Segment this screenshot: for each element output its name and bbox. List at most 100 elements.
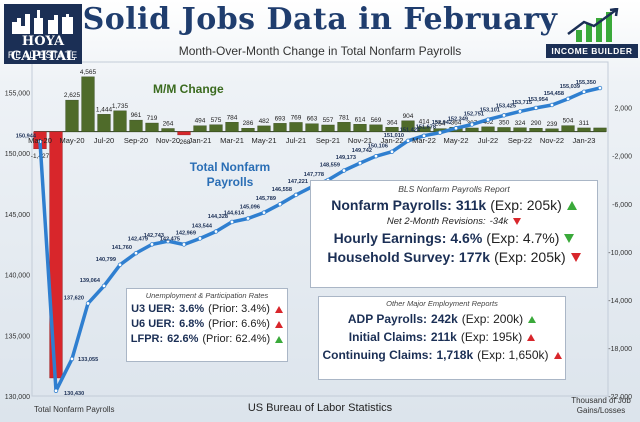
left-tick-label: 145,000 <box>5 212 30 219</box>
right-tick-label: -18,000 <box>608 346 632 353</box>
total-nonfarm-point <box>229 219 235 225</box>
mm-change-bar <box>241 128 255 132</box>
line-data-label: 153,954 <box>528 97 549 103</box>
line-data-label: 151,678 <box>416 125 436 131</box>
bar-data-label: 264 <box>163 121 174 128</box>
mm-change-bar <box>337 122 351 132</box>
up-arrow-icon <box>527 333 536 341</box>
x-tick-label: Nov-20 <box>156 136 180 145</box>
chart-subtitle: Month-Over-Month Change in Total Nonfarm… <box>178 44 462 58</box>
up-arrow-icon <box>566 200 577 210</box>
up-arrow-icon <box>274 305 283 313</box>
total-nonfarm-point <box>165 238 171 244</box>
line-data-label: 133,055 <box>78 357 98 363</box>
right-axis-title: Thousand of Job Gains/Losses <box>571 396 631 415</box>
total-nonfarm-point <box>341 168 347 173</box>
bar-data-label: 2,625 <box>64 92 81 99</box>
mm-change-bar <box>81 76 95 132</box>
left-tick-label: 150,000 <box>5 151 30 158</box>
bar-data-label: 663 <box>307 116 318 123</box>
line-data-label: 148,559 <box>320 163 340 169</box>
line-data-label: 144,614 <box>224 210 245 216</box>
page-title: Solid Jobs Data in February <box>82 2 558 37</box>
bar-data-label: 494 <box>195 118 206 125</box>
x-tick-label: May-21 <box>251 136 276 145</box>
up-arrow-icon <box>553 351 562 359</box>
bar-data-label: 614 <box>355 116 366 123</box>
line-data-label: 155,039 <box>560 84 580 90</box>
x-tick-label: Sep-22 <box>508 136 532 145</box>
right-tick-label: 2,000 <box>614 106 632 113</box>
x-tick-label: Jul-20 <box>94 136 114 145</box>
total-nonfarm-point <box>421 133 427 138</box>
left-axis-title: Total Nonfarm Payrolls <box>34 405 115 414</box>
mm-change-bar <box>353 124 367 132</box>
mm-change-bar <box>577 127 591 132</box>
right-tick-label: -10,000 <box>608 250 632 257</box>
line-data-label: 142,479 <box>128 236 148 242</box>
bar-data-label: 239 <box>547 121 558 128</box>
total-nonfarm-point <box>53 388 59 393</box>
line-data-label: 155,350 <box>576 80 596 86</box>
total-nonfarm-label: Total Nonfarm Payrolls <box>189 160 271 189</box>
bar-data-label: 904 <box>403 113 414 120</box>
left-tick-label: 140,000 <box>5 273 30 280</box>
growth-chart-icon <box>567 7 619 42</box>
bar-data-label: 784 <box>227 114 238 121</box>
x-tick-label: Jul-21 <box>286 136 306 145</box>
mm-change-bar <box>257 125 271 132</box>
household-survey-row: Household Survey: 177k (Exp: 205k) <box>311 249 597 265</box>
left-tick-label: 130,000 <box>5 394 30 401</box>
down-arrow-icon <box>564 233 575 243</box>
hoya-capital-logo: HOYA CAPITAL REAL ESTATE <box>4 4 82 64</box>
total-nonfarm-point <box>197 236 203 241</box>
bar-data-label: 482 <box>259 118 270 125</box>
line-data-label: 149,742 <box>352 148 372 154</box>
total-nonfarm-point <box>101 283 107 289</box>
x-tick-label: Mar-20 <box>28 136 52 145</box>
bar-data-label: 290 <box>531 120 542 127</box>
nonfarm-payrolls-row: Nonfarm Payrolls: 311k (Exp: 205k) <box>311 197 597 213</box>
bar-data-label: 504 <box>563 118 574 125</box>
x-tick-label: Mar-21 <box>220 136 244 145</box>
mm-change-bar <box>417 126 431 132</box>
mm-change-bar <box>129 119 143 132</box>
mm-change-bar <box>289 122 303 132</box>
line-data-label: 130,430 <box>64 391 84 397</box>
total-nonfarm-point <box>357 160 363 166</box>
bar-data-label: 569 <box>371 117 382 124</box>
mm-change-bar <box>481 126 495 132</box>
line-data-label: 141,760 <box>112 245 132 251</box>
x-tick-label: Jan-22 <box>381 136 404 145</box>
total-nonfarm-point <box>549 102 555 108</box>
mm-change-bar <box>545 128 559 132</box>
mm-change-bar <box>513 127 527 132</box>
line-data-label: 146,558 <box>272 187 292 193</box>
down-arrow-icon <box>513 218 522 225</box>
line-data-label: 151,424 <box>400 128 421 134</box>
mm-change-label: M/M Change <box>153 82 224 96</box>
line-data-label: 143,544 <box>192 223 213 229</box>
mm-change-bar <box>465 127 479 132</box>
mm-change-bar <box>113 110 127 132</box>
line-data-label: 152,042 <box>432 120 452 126</box>
bar-data-label: 1,444 <box>96 106 113 113</box>
line-data-label: 142,969 <box>176 230 196 236</box>
bar-data-label: 961 <box>131 112 142 119</box>
total-nonfarm-point <box>469 122 475 127</box>
plot-frame <box>31 61 609 397</box>
up-arrow-icon <box>274 320 283 328</box>
line-data-label: 150,106 <box>368 144 388 150</box>
bar-data-label: 350 <box>499 119 510 126</box>
bar-data-label: 286 <box>243 120 254 127</box>
total-nonfarm-point <box>245 216 251 221</box>
x-tick-label: Mar-22 <box>412 136 436 145</box>
u3-row: U3 UER: 3.6% (Prior: 3.4%) <box>127 303 287 315</box>
line-data-label: 154,458 <box>544 91 564 97</box>
total-nonfarm-point <box>261 210 267 215</box>
u6-row: U6 UER: 6.8% (Prior: 6.6%) <box>127 318 287 330</box>
logo-text: INCOME BUILDER <box>546 44 638 58</box>
mm-change-bar <box>97 114 111 132</box>
x-tick-label: May-20 <box>59 136 84 145</box>
revisions-row: Net 2-Month Revisions: -34k <box>311 216 597 227</box>
